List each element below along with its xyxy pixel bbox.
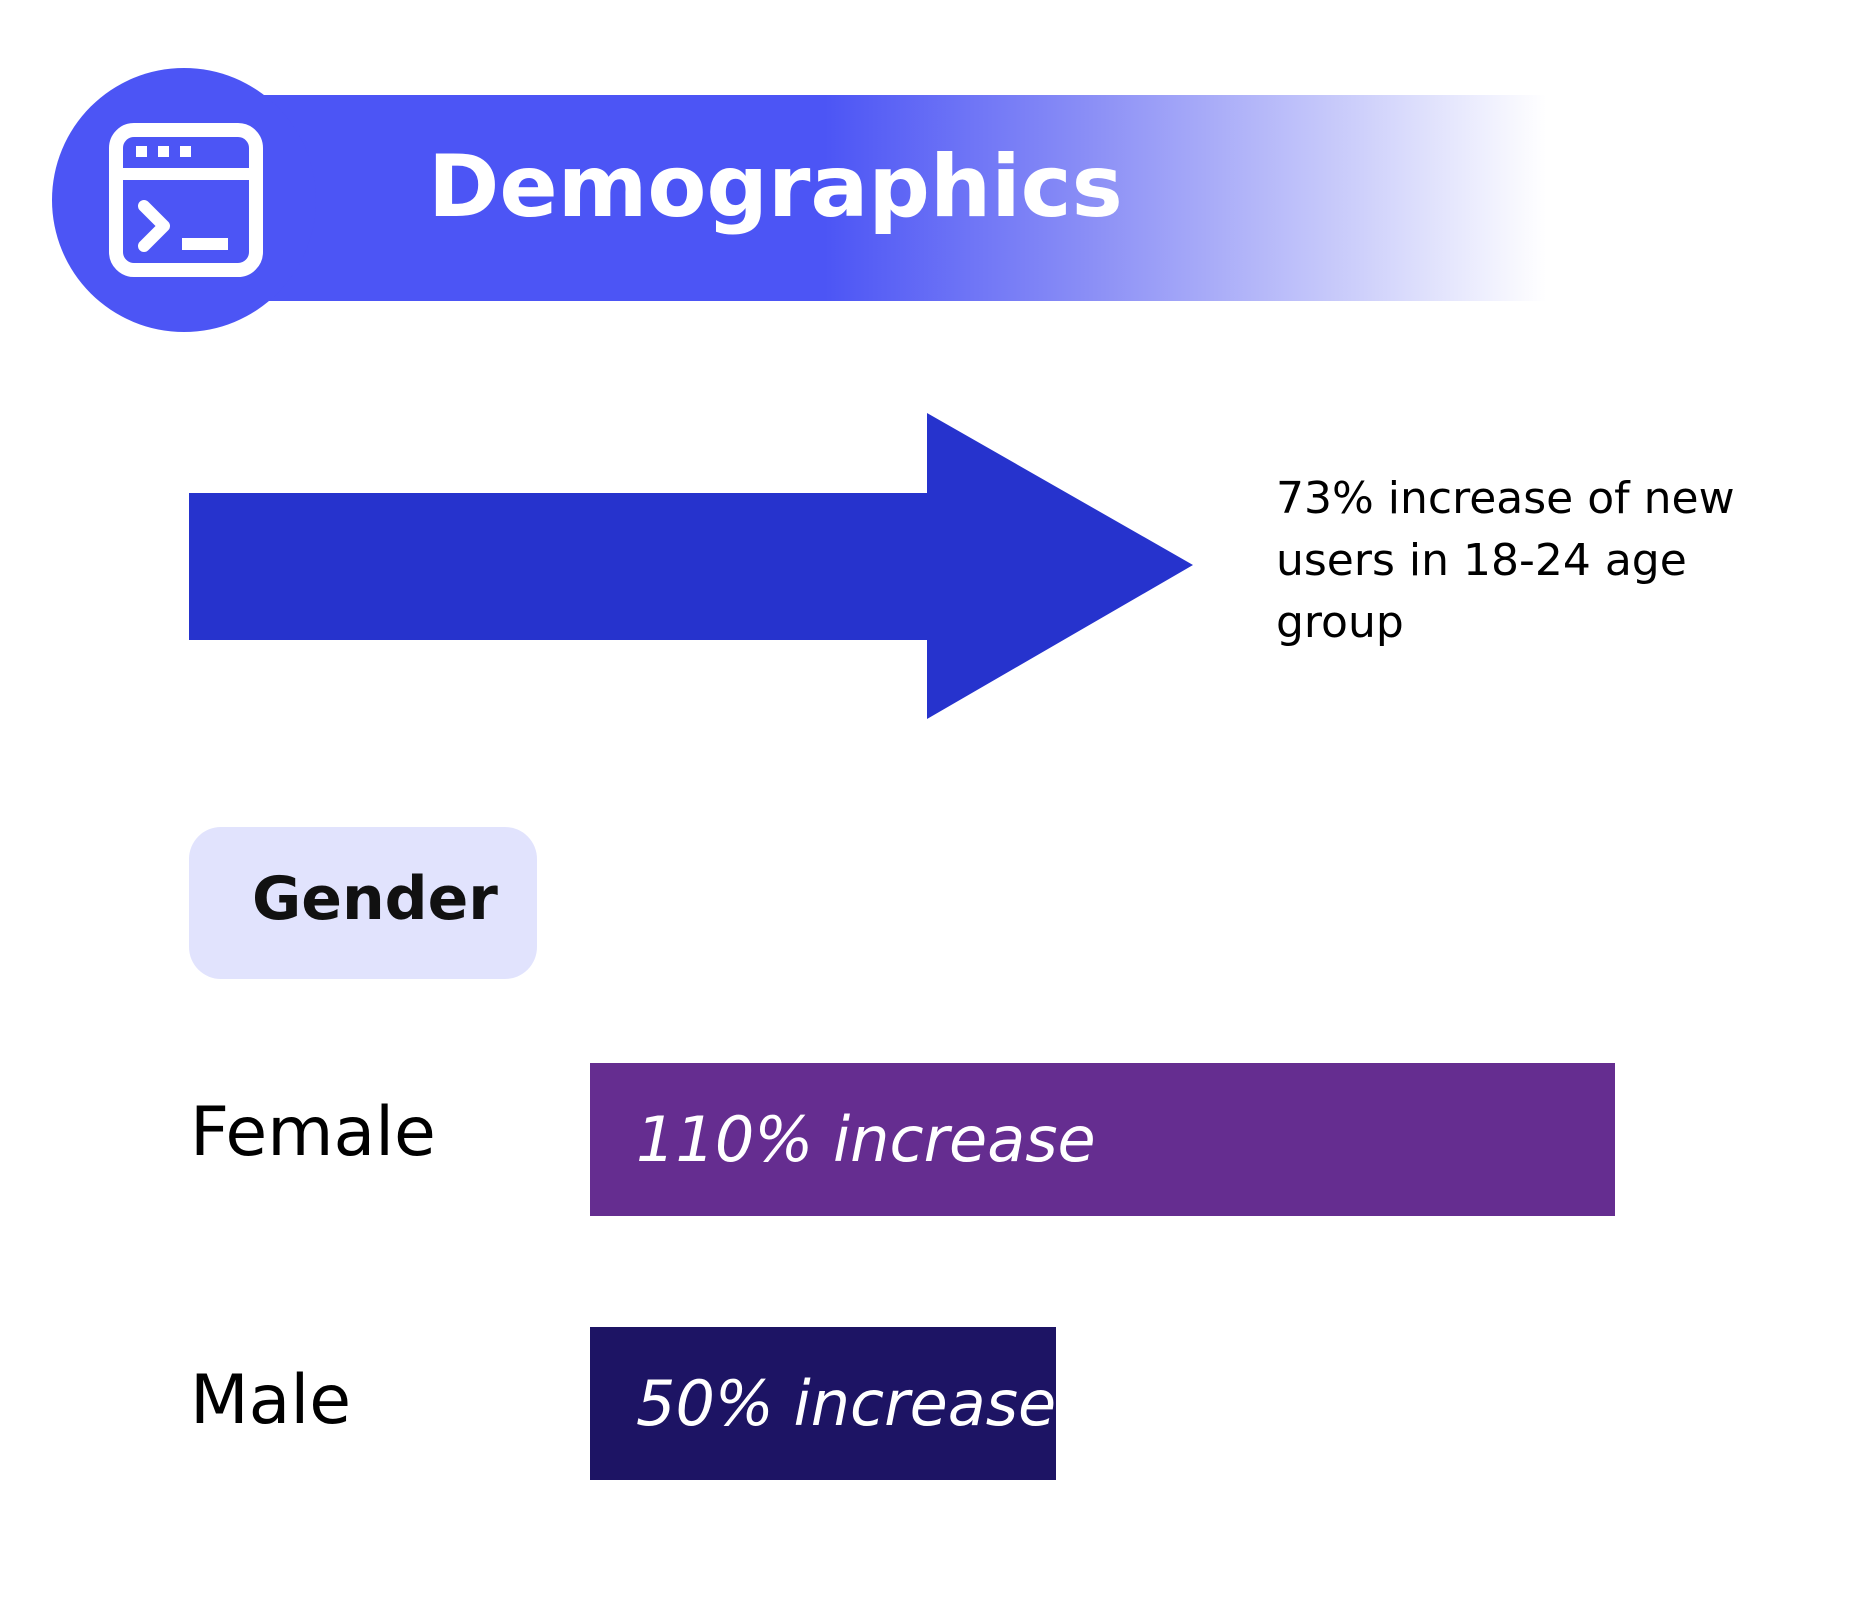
bar-male: 50% increase <box>590 1327 1056 1480</box>
header-banner <box>185 95 1825 301</box>
bar-female: 110% increase <box>590 1063 1615 1216</box>
category-label-female: Female <box>190 1093 436 1172</box>
terminal-window-icon <box>109 123 263 277</box>
callout-text: 73% increase of new users in 18-24 age g… <box>1276 473 1735 648</box>
data-label-female: 110% increase <box>636 1103 1096 1176</box>
section-label: Gender <box>252 864 498 934</box>
section-chip <box>189 827 537 979</box>
header-icon-badge <box>52 68 316 332</box>
page-title: Demographics <box>428 137 1123 237</box>
data-label-male: 50% increase <box>636 1367 1057 1440</box>
category-label-male: Male <box>190 1361 352 1440</box>
